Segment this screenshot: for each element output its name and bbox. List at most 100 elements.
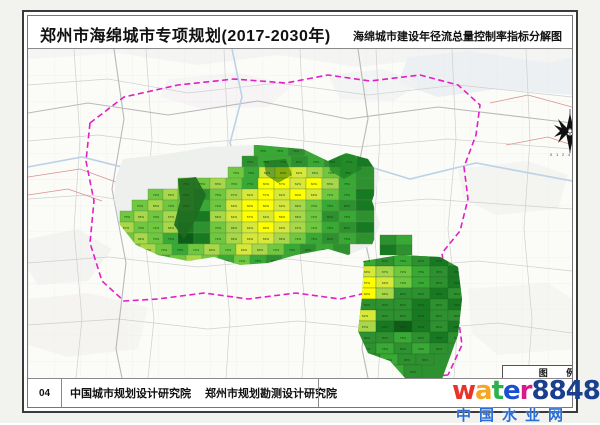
svg-text:70%: 70% [153, 237, 159, 241]
svg-text:·: · [328, 130, 329, 134]
svg-text:65%: 65% [138, 215, 144, 219]
svg-text:75%: 75% [199, 182, 205, 186]
map-canvas[interactable]: 78%78% 79%78% 80%78% 79%78% 77%80% 78%79… [28, 49, 572, 378]
svg-text:62%: 62% [279, 193, 285, 197]
svg-text:62%: 62% [247, 193, 253, 197]
svg-text:72%: 72% [215, 237, 221, 241]
svg-text:62%: 62% [231, 215, 237, 219]
page-subtitle: 海绵城市建设年径流总量控制率指标分解图 [353, 28, 562, 44]
svg-text:66%: 66% [215, 215, 221, 219]
svg-text:80%: 80% [364, 336, 370, 340]
svg-text:62%: 62% [247, 226, 253, 230]
svg-text:67%: 67% [382, 270, 388, 274]
svg-text:80%: 80% [436, 303, 442, 307]
svg-text:83%: 83% [436, 259, 442, 263]
svg-text:79%: 79% [329, 160, 335, 164]
svg-text:72%: 72% [215, 204, 221, 208]
svg-text:78%: 78% [382, 347, 388, 351]
svg-text:80%: 80% [454, 314, 460, 318]
svg-text:63%: 63% [263, 237, 269, 241]
svg-text:60%: 60% [364, 292, 370, 296]
svg-text:80%: 80% [410, 370, 416, 374]
svg-text:57%: 57% [279, 182, 285, 186]
svg-text:75%: 75% [124, 215, 130, 219]
svg-text:78%: 78% [327, 204, 333, 208]
svg-text:80%: 80% [382, 314, 388, 318]
svg-text:80%: 80% [327, 237, 333, 241]
title-band: 郑州市海绵城市专项规划(2017-2030年) 海绵城市建设年径流总量控制率指标… [28, 16, 572, 49]
svg-text:78%: 78% [345, 171, 351, 175]
svg-text:62%: 62% [263, 215, 269, 219]
svg-text:80%: 80% [436, 347, 442, 351]
svg-text:·: · [296, 138, 297, 142]
svg-text:78%: 78% [344, 215, 350, 219]
svg-text:83%: 83% [418, 325, 424, 329]
svg-text:63%: 63% [311, 193, 317, 197]
svg-text:83%: 83% [454, 303, 460, 307]
svg-text:74%: 74% [311, 226, 317, 230]
svg-text:70%: 70% [215, 226, 221, 230]
svg-text:63%: 63% [241, 248, 247, 252]
svg-text:78%: 78% [260, 149, 266, 153]
svg-text:72%: 72% [273, 248, 279, 252]
svg-text:80%: 80% [400, 292, 406, 296]
svg-text:80%: 80% [344, 226, 350, 230]
svg-text:65%: 65% [215, 182, 221, 186]
wm-letter: 8 [583, 376, 600, 406]
svg-text:80%: 80% [364, 303, 370, 307]
svg-text:78%: 78% [263, 160, 269, 164]
svg-text:70%: 70% [138, 226, 144, 230]
svg-text:57%: 57% [263, 193, 269, 197]
svg-text:72%: 72% [328, 171, 334, 175]
svg-text:66%: 66% [382, 292, 388, 296]
svg-text:77%: 77% [346, 160, 352, 164]
svg-text:70%: 70% [153, 215, 159, 219]
svg-text:80%: 80% [418, 292, 424, 296]
svg-text:72%: 72% [311, 215, 317, 219]
svg-text:72%: 72% [153, 226, 159, 230]
svg-text:78%: 78% [289, 248, 295, 252]
svg-text:78%: 78% [344, 237, 350, 241]
svg-text:75%: 75% [183, 182, 189, 186]
svg-text:83%: 83% [418, 314, 424, 318]
sheet-number: 04 [28, 379, 62, 407]
svg-text:75%: 75% [215, 193, 221, 197]
svg-text:78%: 78% [248, 171, 254, 175]
svg-text:83%: 83% [454, 281, 460, 285]
svg-text:80%: 80% [400, 347, 406, 351]
svg-text:·: · [238, 124, 239, 128]
svg-text:57%: 57% [364, 281, 370, 285]
svg-text:66%: 66% [279, 237, 285, 241]
svg-text:66%: 66% [209, 248, 215, 252]
svg-text:72%: 72% [295, 237, 301, 241]
svg-text:83%: 83% [382, 325, 388, 329]
svg-text:79%: 79% [247, 160, 253, 164]
svg-text:67%: 67% [295, 226, 301, 230]
map-graphic: 78%78% 79%78% 80%78% 79%78% 77%80% 78%79… [28, 49, 572, 378]
svg-text:78%: 78% [168, 237, 174, 241]
svg-text:63%: 63% [231, 204, 237, 208]
svg-text:80%: 80% [327, 215, 333, 219]
svg-text:65%: 65% [327, 182, 333, 186]
svg-text:70%: 70% [137, 204, 143, 208]
svg-text:78%: 78% [418, 270, 424, 274]
svg-text:63%: 63% [364, 270, 370, 274]
svg-text:80%: 80% [400, 303, 406, 307]
svg-text:66%: 66% [295, 204, 301, 208]
svg-text:60%: 60% [311, 182, 317, 186]
svg-text:70%: 70% [311, 204, 317, 208]
svg-text:62%: 62% [296, 171, 302, 175]
footer-bar: 04 中国城市规划设计研究院 郑州市规划勘测设计研究院 [28, 378, 572, 407]
svg-text:83%: 83% [436, 292, 442, 296]
svg-text:80%: 80% [344, 204, 350, 208]
svg-text:67%: 67% [231, 193, 237, 197]
page-title: 郑州市海绵城市专项规划(2017-2030年) [40, 22, 331, 46]
institute-credits: 中国城市规划设计研究院 郑州市规划勘测设计研究院 [70, 379, 337, 407]
svg-text:70%: 70% [231, 182, 237, 186]
svg-text:80%: 80% [404, 358, 410, 362]
svg-text:65%: 65% [231, 226, 237, 230]
svg-text:60%: 60% [263, 182, 269, 186]
svg-text:67%: 67% [168, 215, 174, 219]
svg-text:72%: 72% [153, 193, 159, 197]
